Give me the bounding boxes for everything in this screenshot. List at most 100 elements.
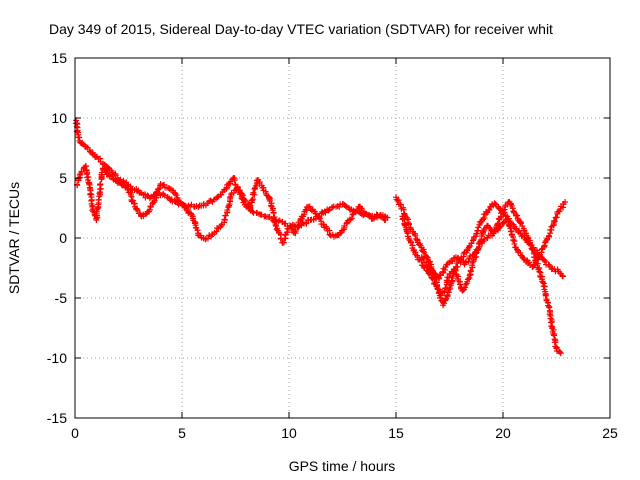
data-point xyxy=(147,204,154,211)
data-point xyxy=(421,249,428,256)
grid-lines xyxy=(75,58,610,418)
y-tick-label: -15 xyxy=(47,410,67,426)
data-point xyxy=(224,207,231,214)
y-axis: -15 -10 -5 0 5 10 15 xyxy=(47,50,610,426)
x-tick-label: 25 xyxy=(602,425,618,441)
data-point xyxy=(507,228,514,235)
data-point xyxy=(551,218,558,225)
data-point xyxy=(553,214,560,221)
data-point xyxy=(213,228,220,235)
data-point xyxy=(394,197,401,204)
data-point xyxy=(429,275,436,282)
data-point xyxy=(129,197,136,204)
data-point xyxy=(518,220,525,227)
data-point xyxy=(382,217,389,223)
y-tick-label: 10 xyxy=(51,110,67,126)
data-point xyxy=(470,237,477,244)
x-tick-label: 15 xyxy=(388,425,404,441)
data-point xyxy=(320,221,327,228)
data-point xyxy=(316,215,323,222)
data-point xyxy=(496,224,503,231)
data-point xyxy=(550,331,557,338)
data-point xyxy=(536,268,543,275)
data-point xyxy=(533,256,540,263)
data-point xyxy=(370,215,377,222)
data-point xyxy=(542,291,549,298)
data-point xyxy=(315,214,322,221)
data-point xyxy=(514,212,521,219)
data-point xyxy=(546,304,553,311)
data-point xyxy=(490,230,497,237)
data-point xyxy=(151,197,158,204)
data-point xyxy=(468,240,475,247)
y-tick-label: -10 xyxy=(47,350,67,366)
data-point xyxy=(425,263,432,270)
data-point xyxy=(436,271,443,278)
data-point xyxy=(221,216,228,223)
data-point xyxy=(513,246,520,253)
data-point xyxy=(562,199,569,205)
data-point xyxy=(204,235,211,242)
data-point xyxy=(273,226,280,233)
chart-title: Day 349 of 2015, Sidereal Day-to-day VTE… xyxy=(49,21,553,37)
x-axis-label: GPS time / hours xyxy=(289,458,396,474)
data-point xyxy=(528,245,535,252)
data-point xyxy=(479,228,486,235)
data-point xyxy=(492,200,499,207)
data-point xyxy=(214,194,221,201)
data-point xyxy=(437,292,444,299)
y-tick-label: -5 xyxy=(55,290,68,306)
data-point xyxy=(231,177,238,184)
data-point xyxy=(525,259,532,266)
data-point xyxy=(134,206,141,213)
data-point xyxy=(510,236,517,243)
data-point xyxy=(250,189,257,196)
data-point xyxy=(303,220,310,227)
data-point xyxy=(539,279,546,286)
data-point xyxy=(441,300,448,307)
data-point xyxy=(322,209,329,216)
data-point xyxy=(194,227,201,234)
data-point xyxy=(270,209,277,216)
y-tick-label: 0 xyxy=(59,230,67,246)
data-point xyxy=(444,292,451,299)
x-tick-label: 10 xyxy=(281,425,297,441)
data-point xyxy=(289,225,296,232)
data-point xyxy=(557,350,564,357)
data-point xyxy=(442,284,449,291)
data-point xyxy=(486,224,493,231)
data-point xyxy=(509,205,516,212)
data-point xyxy=(247,202,254,209)
data-markers xyxy=(72,117,569,357)
data-point xyxy=(172,190,179,197)
data-point xyxy=(133,205,140,212)
data-point xyxy=(239,192,246,199)
data-point xyxy=(249,208,256,215)
x-tick-label: 0 xyxy=(71,425,79,441)
data-point xyxy=(359,206,366,213)
data-point xyxy=(541,242,548,249)
data-point xyxy=(486,206,493,213)
x-axis: 0 5 10 15 20 25 xyxy=(71,58,618,441)
data-point xyxy=(511,240,518,247)
x-tick-label: 20 xyxy=(495,425,511,441)
data-point xyxy=(559,272,566,279)
data-point xyxy=(462,281,469,288)
data-point xyxy=(308,207,315,214)
data-point xyxy=(347,216,354,223)
data-point xyxy=(504,217,511,224)
data-point xyxy=(452,267,459,274)
data-point xyxy=(420,248,427,255)
y-axis-label: SDTVAR / TECUs xyxy=(6,182,22,294)
data-point xyxy=(325,207,332,214)
data-point xyxy=(271,218,278,225)
x-tick-label: 5 xyxy=(178,425,186,441)
data-point xyxy=(280,239,287,246)
data-point xyxy=(551,332,558,339)
data-point xyxy=(97,181,104,188)
data-point xyxy=(342,202,349,209)
data-point xyxy=(171,198,178,205)
data-point xyxy=(441,288,448,295)
